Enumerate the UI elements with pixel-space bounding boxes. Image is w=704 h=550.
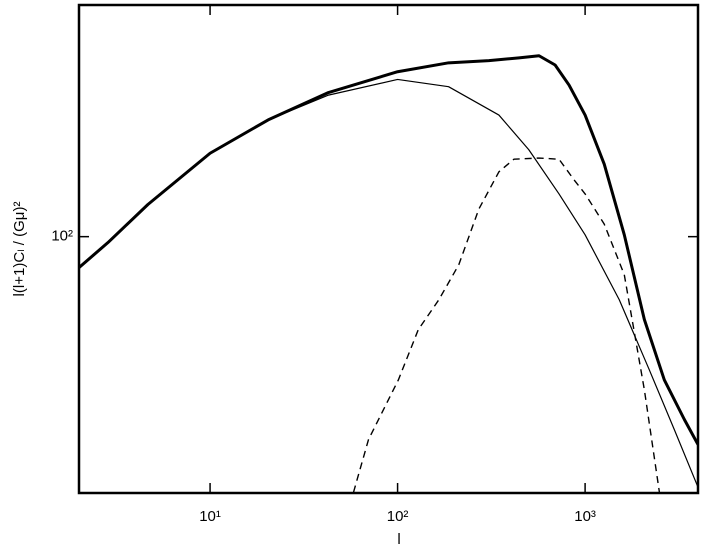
series-line bbox=[79, 54, 698, 446]
y-axis-label: l(l+1)Cₗ / (Gμ)² bbox=[11, 202, 28, 297]
y-tick-label: 10² bbox=[51, 228, 73, 245]
plot-frame bbox=[77, 3, 700, 495]
series-line bbox=[352, 157, 661, 493]
x-axis-label: l bbox=[397, 531, 400, 548]
plot-area bbox=[79, 54, 698, 493]
x-tick-label: 10³ bbox=[574, 508, 596, 525]
series-line bbox=[79, 78, 698, 488]
x-tick-label: 10² bbox=[387, 508, 409, 525]
x-tick-label: 10¹ bbox=[199, 508, 221, 525]
